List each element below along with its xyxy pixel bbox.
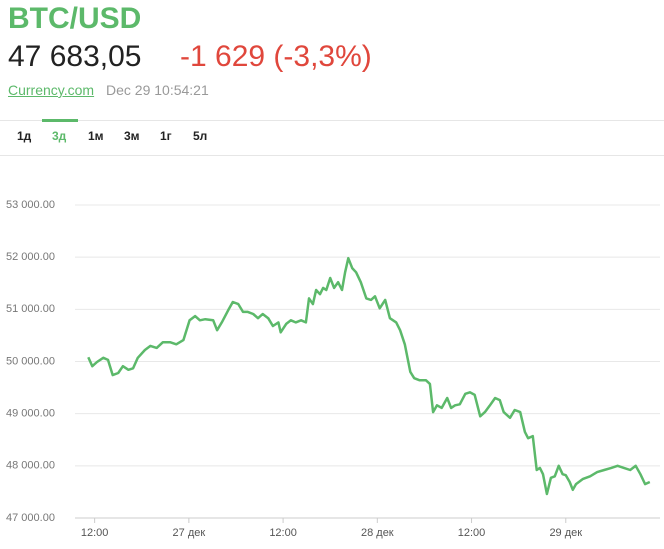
timestamp: Dec 29 10:54:21 (106, 82, 209, 98)
title: BTC/USD (8, 2, 142, 35)
tab[interactable]: 1д (17, 129, 32, 143)
divider (0, 155, 664, 156)
tab[interactable]: 3д (52, 129, 67, 143)
y-tick-label: 48 000.00 (6, 460, 55, 472)
tab[interactable]: 3м (124, 129, 140, 143)
active-tab-indicator (42, 119, 78, 122)
y-tick-label: 53 000.00 (6, 199, 55, 211)
y-tick-label: 51 000.00 (6, 303, 55, 315)
tab[interactable]: 1м (88, 129, 104, 143)
y-tick-label: 50 000.00 (6, 355, 55, 367)
tab[interactable]: 5л (193, 129, 208, 143)
y-tick-label: 47 000.00 (6, 512, 55, 524)
price-line (87, 256, 651, 496)
x-tick-label: 12:00 (81, 527, 109, 539)
x-tick-label: 27 дек (173, 527, 206, 539)
price: 47 683,05 (8, 40, 142, 73)
x-tick-label: 12:00 (269, 527, 297, 539)
tab[interactable]: 1г (160, 129, 172, 143)
x-tick-label: 12:00 (458, 527, 486, 539)
x-tick-label: 29 дек (549, 527, 582, 539)
y-tick-label: 49 000.00 (6, 408, 55, 420)
divider (0, 120, 664, 121)
source-link[interactable]: Currency.com (8, 82, 95, 98)
y-tick-label: 52 000.00 (6, 251, 55, 263)
x-tick-label: 28 дек (361, 527, 394, 539)
change: -1 629 (-3,3%) (180, 40, 372, 73)
